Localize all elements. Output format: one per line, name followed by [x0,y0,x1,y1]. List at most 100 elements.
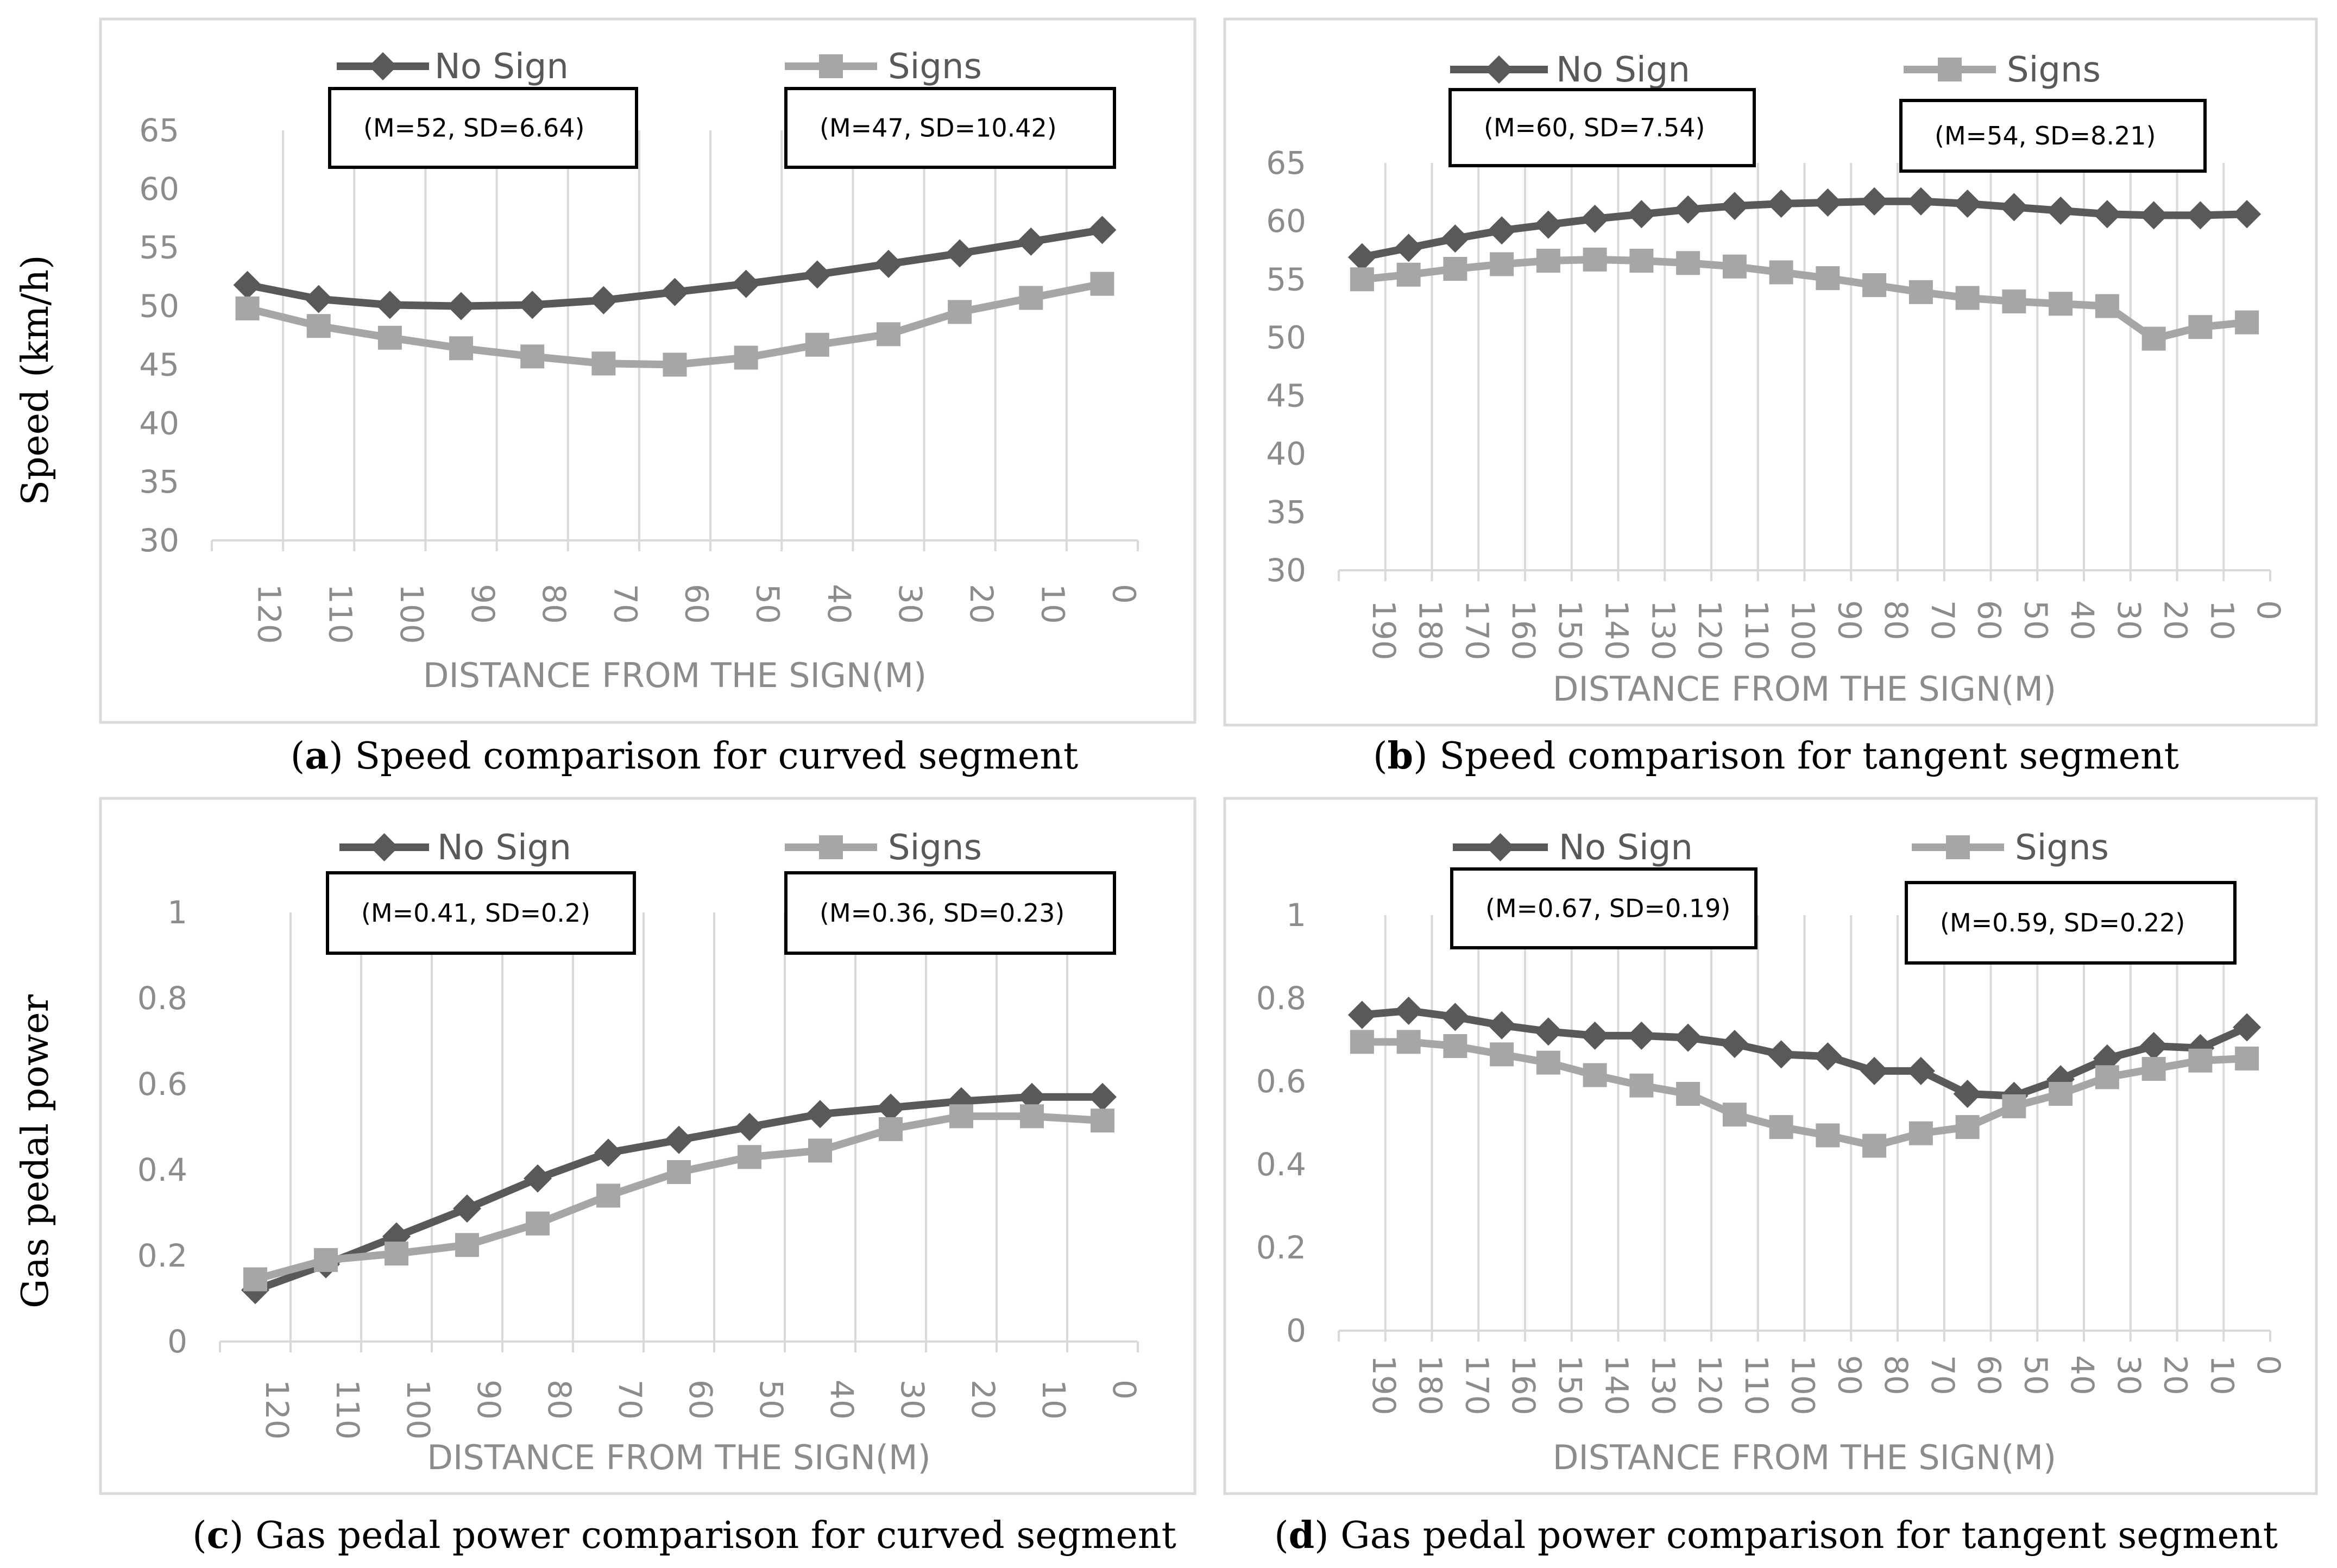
data-point [1088,216,1117,244]
x-tick-label: 130 [1645,1355,1681,1415]
data-point [1490,252,1514,276]
x-tick-label: 120 [251,584,288,644]
data-point [1490,1042,1514,1067]
data-point [1953,1079,1982,1108]
data-point [2235,310,2259,335]
data-point [732,269,760,298]
y-tick-label: 30 [139,522,179,559]
data-point [1443,257,1467,281]
y-tick-label: 50 [139,288,179,325]
data-point [947,1087,975,1116]
x-tick-label: 140 [1598,600,1635,660]
y-tick-label: 0.2 [1256,1229,1306,1266]
y-tick-label: 1 [167,894,187,931]
data-point [1627,1021,1656,1050]
y-axis-label-gas: Gas pedal power [14,994,57,1308]
data-point [734,345,758,370]
x-tick-label: 150 [1552,1355,1589,1415]
x-tick-label: 160 [1505,1355,1542,1415]
legend-marker [1938,58,1962,81]
caption-open-paren: ( [192,1514,207,1557]
data-point [1953,190,1982,218]
legend-label: Signs [888,828,982,868]
data-point [803,260,832,289]
legend-label: Signs [888,47,982,87]
caption-text: ) Gas pedal power comparison for curved … [229,1514,1176,1557]
x-tick-label: 50 [2017,600,2054,640]
x-tick-label: 70 [607,584,644,624]
x-tick-label: 0 [2250,1355,2287,1375]
legend-label: No Sign [1556,50,1690,90]
data-point [1769,1115,1793,1139]
stat-box-text: (M=0.36, SD=0.23) [820,898,1064,928]
x-tick-label: 120 [1691,1355,1728,1415]
y-tick-label: 35 [1266,494,1306,531]
caption-open-paren: ( [291,735,305,778]
chart-b: 65 60 55 50 45 40 35 30 190 180 170 160 150 140 130 120… [1223,17,2318,778]
data-point [1908,280,1933,304]
x-tick-label: 110 [1738,600,1775,660]
data-point [591,351,616,376]
y-axis-label-speed: Speed (km/h) [14,255,57,505]
stat-box-border [1899,99,2207,173]
legend-marker [819,54,843,78]
stat-box: (M=60, SD=7.54) [1448,88,1756,167]
data-point [526,1211,550,1236]
y-tick-label: 55 [1266,261,1306,298]
x-axis-title: DISTANCE FROM THE SIGN(M) [1553,1438,2056,1477]
caption-letter: a [305,734,329,778]
caption-letter: c [207,1514,229,1557]
data-point [874,249,903,278]
data-point [1676,1081,1700,1106]
x-axis-title: DISTANCE FROM THE SIGN(M) [427,1438,930,1477]
y-tick-label: 65 [1266,144,1306,181]
stat-box: (M=0.41, SD=0.2) [326,871,636,955]
x-tick-label: 80 [1878,1355,1914,1395]
data-point [1767,190,1796,218]
series-signs [1350,1030,2259,1158]
stat-box-text: (M=0.41, SD=0.2) [361,898,590,928]
data-point [1583,1063,1607,1087]
legend-marker [1946,835,1970,859]
data-point [1350,267,1374,292]
y-tick-label: 50 [1266,319,1306,356]
y-tick-label: 0 [167,1323,187,1360]
series-no-sign [1347,996,2262,1110]
data-point [304,285,333,313]
data-point [1862,1134,1887,1158]
stat-box: (M=0.36, SD=0.23) [784,871,1116,955]
x-tick-label: 100 [1785,1355,1822,1415]
legend-marker [369,52,397,80]
data-point [1816,266,1840,291]
x-tick-label: 60 [1971,600,2008,640]
data-point [1906,1056,1935,1085]
y-tick-label: 0.4 [137,1151,187,1188]
series-no-sign [1347,187,2262,272]
caption-text: ) Speed comparison for curved segment [329,735,1078,778]
x-tick-label: 90 [1831,1355,1868,1395]
data-point [949,1104,973,1129]
legend-item: Signs [785,47,982,87]
x-tick-label: 180 [1412,600,1449,660]
legend-marker [819,835,843,859]
data-point [449,336,474,361]
x-tick-label: 0 [1106,1380,1143,1400]
data-point [1955,286,1980,310]
x-tick-label: 0 [2250,600,2287,620]
data-point [738,1145,761,1169]
caption-open-paren: ( [1274,1514,1289,1557]
y-tick-label: 0 [1286,1312,1306,1349]
x-tick-label: 10 [2203,600,2240,640]
y-tick-label: 0.2 [137,1237,187,1274]
data-point [805,332,829,357]
data-point [453,1194,481,1223]
x-tick-label: 100 [400,1380,437,1440]
data-point [879,1117,903,1141]
data-point [663,352,687,377]
data-point [1583,247,1607,272]
data-point [660,278,689,306]
y-tick-label: 0.8 [1256,980,1306,1017]
y-tick-label: 45 [1266,377,1306,414]
x-tick-label: 180 [1412,1355,1449,1415]
legend-label: No Sign [1559,828,1693,868]
